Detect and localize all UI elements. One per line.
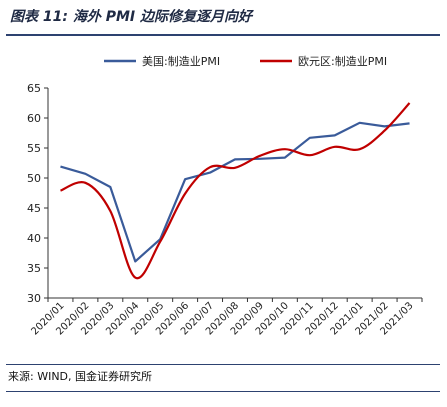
chart-series [60, 102, 411, 280]
y-tick-label: 40 [27, 232, 41, 245]
series-line-2 [60, 102, 411, 280]
chart-title: 图表 11: 海外 PMI 边际修复逐月向好 [10, 9, 252, 25]
legend-label-2: 欧元区:制造业PMI [298, 54, 387, 68]
y-tick-label: 60 [27, 112, 41, 125]
source-note: 来源: WIND, 国金证券研究所 [8, 370, 153, 383]
series-line-1 [60, 121, 410, 263]
chart-axes [47, 88, 422, 299]
y-tick-label: 50 [27, 172, 41, 185]
chart-legend: 美国:制造业PMI 欧元区:制造业PMI [104, 54, 387, 68]
x-axis-ticks: 2020/012020/022020/032020/042020/052020/… [29, 298, 423, 337]
legend-label-1: 美国:制造业PMI [142, 54, 220, 68]
y-tick-label: 30 [27, 292, 41, 305]
y-tick-label: 35 [27, 262, 41, 275]
footer-divider [6, 364, 440, 365]
y-tick-label: 55 [27, 142, 41, 155]
y-axis-ticks: 30 35 40 45 50 55 60 65 [27, 82, 48, 305]
title-divider [6, 34, 440, 36]
y-tick-label: 65 [27, 82, 41, 95]
y-tick-label: 45 [27, 202, 41, 215]
page-bottom-rule [6, 391, 440, 392]
